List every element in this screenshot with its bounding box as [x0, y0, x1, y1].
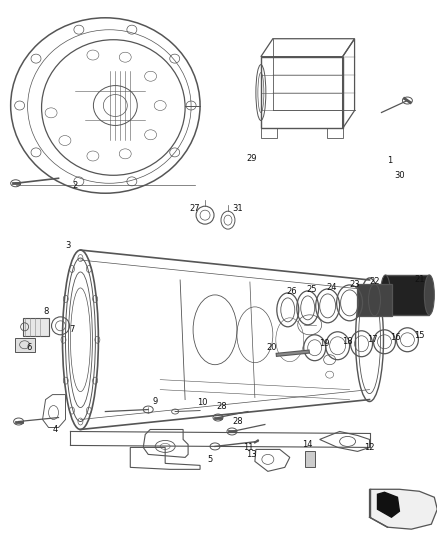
Bar — [305, 451, 314, 467]
Text: 20: 20 — [267, 343, 277, 352]
Text: 26: 26 — [286, 287, 297, 296]
Bar — [14, 338, 35, 352]
Text: 24: 24 — [326, 284, 337, 293]
Bar — [261, 56, 343, 128]
Text: 16: 16 — [390, 333, 401, 342]
Text: 28: 28 — [233, 417, 243, 426]
Polygon shape — [378, 492, 399, 517]
Text: 29: 29 — [247, 154, 257, 163]
Text: 4: 4 — [53, 425, 58, 434]
Text: 30: 30 — [394, 171, 405, 180]
Text: 2: 2 — [73, 181, 78, 190]
Text: 22: 22 — [369, 278, 380, 286]
Text: 15: 15 — [414, 332, 424, 340]
Text: 8: 8 — [44, 308, 49, 317]
Text: 12: 12 — [364, 443, 375, 452]
Text: 28: 28 — [217, 402, 227, 411]
Text: 19: 19 — [319, 339, 330, 348]
Text: 31: 31 — [233, 204, 243, 213]
Text: 21: 21 — [414, 276, 424, 285]
Polygon shape — [370, 489, 437, 529]
Text: 13: 13 — [247, 450, 257, 459]
Bar — [23, 318, 49, 336]
Bar — [385, 275, 429, 315]
Text: 25: 25 — [307, 286, 317, 294]
Ellipse shape — [381, 275, 390, 315]
Text: 14: 14 — [303, 440, 313, 449]
Bar — [357, 284, 392, 316]
Text: 10: 10 — [197, 398, 207, 407]
Text: 7: 7 — [70, 325, 75, 334]
Text: 27: 27 — [190, 204, 201, 213]
Text: 17: 17 — [367, 335, 378, 344]
Text: 1: 1 — [387, 156, 392, 165]
Text: 9: 9 — [152, 397, 158, 406]
Text: 18: 18 — [342, 337, 353, 346]
Ellipse shape — [424, 275, 434, 315]
Text: 11: 11 — [243, 443, 253, 452]
Text: 3: 3 — [66, 240, 71, 249]
Text: 23: 23 — [349, 280, 360, 289]
Text: 5: 5 — [208, 455, 213, 464]
Text: 6: 6 — [26, 343, 31, 352]
